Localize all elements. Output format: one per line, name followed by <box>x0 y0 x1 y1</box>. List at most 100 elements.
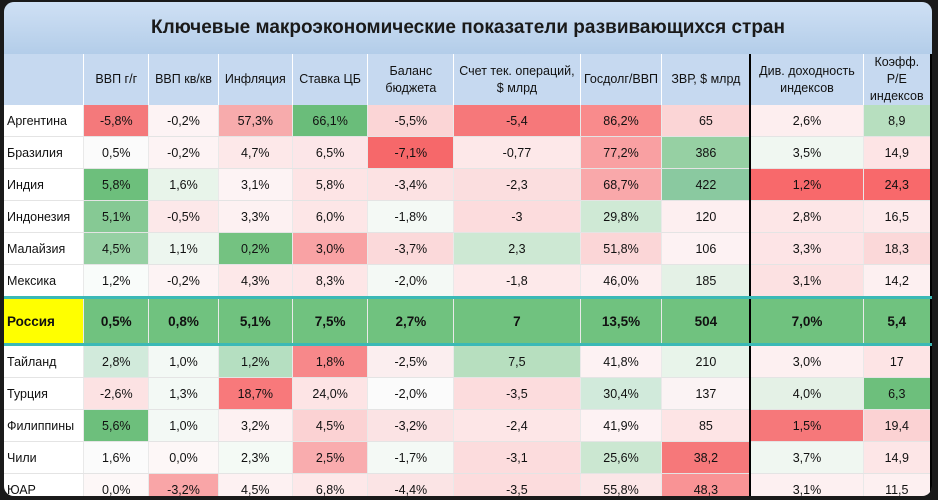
current-account-cell: -2,3 <box>453 168 581 201</box>
table-body: Аргентина -5,8% -0,2% 57,3% 66,1% -5,5% -5,4 86… <box>4 105 932 496</box>
current-account-cell: -3,5 <box>453 377 581 410</box>
public-debt-cell: 41,9% <box>580 409 663 442</box>
current-account-cell: -3,5 <box>453 473 581 496</box>
table-row: Филиппины 5,6% 1,0% 3,2% 4,5% -3,2% -2,4 41,9% 8… <box>4 409 932 442</box>
table-row: Россия 0,5% 0,8% 5,1% 7,5% 2,7% 7 13,5% 504 7,0% 5… <box>4 296 932 346</box>
inflation-cell: 0,2% <box>218 232 293 265</box>
public-debt-cell: 86,2% <box>580 105 663 137</box>
inflation-cell: 3,3% <box>218 200 293 233</box>
inflation-cell: 5,1% <box>218 296 293 346</box>
policy-rate-cell: 5,8% <box>292 168 369 201</box>
fx-reserves-cell: 422 <box>661 168 751 201</box>
budget-balance-cell: -2,0% <box>367 264 455 298</box>
table-row: ЮАР 0,0% -3,2% 4,5% 6,8% -4,4% -3,5 55,8% 48,3 3,… <box>4 473 932 496</box>
public-debt-cell: 46,0% <box>580 264 663 298</box>
budget-balance-cell: -3,7% <box>367 232 455 265</box>
country-cell: Мексика <box>4 264 85 298</box>
public-debt-cell: 77,2% <box>580 136 663 169</box>
policy-rate-cell: 8,3% <box>292 264 369 298</box>
gdp-qoq-cell: 1,3% <box>148 377 219 410</box>
current-account-header: Счет тек. операций, $ млрд <box>453 54 581 105</box>
title-bar: Ключевые макроэкономические показатели р… <box>4 2 932 54</box>
public-debt-cell: 51,8% <box>580 232 663 265</box>
gdp-qoq-cell: 1,1% <box>148 232 219 265</box>
policy-rate-cell: 7,5% <box>292 296 369 346</box>
gdp-qoq-cell: -0,2% <box>148 264 219 298</box>
fx-reserves-header: ЗВР, $ млрд <box>661 54 751 105</box>
dividend-yield-cell: 3,3% <box>749 232 864 265</box>
pe-ratio-cell: 6,3 <box>863 377 932 410</box>
pe-ratio-cell: 18,3 <box>863 232 932 265</box>
fx-reserves-cell: 185 <box>661 264 751 298</box>
dividend-yield-cell: 7,0% <box>749 296 864 346</box>
pe-ratio-cell: 8,9 <box>863 105 932 137</box>
table-row: Индия 5,8% 1,6% 3,1% 5,8% -3,4% -2,3 68,7% 422 1,… <box>4 168 932 201</box>
gdp-qoq-cell: 1,0% <box>148 409 219 442</box>
policy-rate-cell: 66,1% <box>292 105 369 137</box>
country-cell: Бразилия <box>4 136 85 169</box>
gdp-qoq-cell: -0,2% <box>148 105 219 137</box>
table-row: Бразилия 0,5% -0,2% 4,7% 6,5% -7,1% -0,77 77,2%… <box>4 136 932 169</box>
policy-rate-header: Ставка ЦБ <box>292 54 369 105</box>
budget-balance-cell: -7,1% <box>367 136 455 169</box>
policy-rate-cell: 6,8% <box>292 473 369 496</box>
gdp-yoy-cell: -2,6% <box>83 377 150 410</box>
gdp-qoq-cell: -0,2% <box>148 136 219 169</box>
budget-balance-cell: -2,5% <box>367 344 455 378</box>
current-account-cell: -0,77 <box>453 136 581 169</box>
policy-rate-cell: 24,0% <box>292 377 369 410</box>
inflation-cell: 4,3% <box>218 264 293 298</box>
fx-reserves-cell: 137 <box>661 377 751 410</box>
table-row: Мексика 1,2% -0,2% 4,3% 8,3% -2,0% -1,8 46,0% 18… <box>4 264 932 298</box>
current-account-cell: -3 <box>453 200 581 233</box>
inflation-header: Инфляция <box>218 54 293 105</box>
dividend-yield-cell: 3,1% <box>749 473 864 496</box>
inflation-cell: 57,3% <box>218 105 293 137</box>
gdp-yoy-cell: 5,8% <box>83 168 150 201</box>
public-debt-cell: 55,8% <box>580 473 663 496</box>
country-cell: ЮАР <box>4 473 85 496</box>
budget-balance-cell: -3,4% <box>367 168 455 201</box>
budget-balance-cell: -3,2% <box>367 409 455 442</box>
pe-ratio-cell: 14,9 <box>863 136 932 169</box>
fx-reserves-cell: 504 <box>661 296 751 346</box>
public-debt-cell: 30,4% <box>580 377 663 410</box>
gdp-qoq-cell: -3,2% <box>148 473 219 496</box>
dividend-yield-cell: 1,5% <box>749 409 864 442</box>
budget-balance-cell: -1,7% <box>367 441 455 474</box>
gdp-qoq-header: ВВП кв/кв <box>148 54 219 105</box>
inflation-cell: 1,2% <box>218 344 293 378</box>
country-cell: Аргентина <box>4 105 85 137</box>
budget-balance-header: Баланс бюджета <box>367 54 455 105</box>
public-debt-cell: 41,8% <box>580 344 663 378</box>
gdp-qoq-cell: 0,0% <box>148 441 219 474</box>
dividend-yield-cell: 3,7% <box>749 441 864 474</box>
inflation-cell: 3,1% <box>218 168 293 201</box>
dividend-yield-header: Див. доходность индексов <box>749 54 864 105</box>
dividend-yield-cell: 3,0% <box>749 344 864 378</box>
pe-ratio-cell: 14,2 <box>863 264 932 298</box>
gdp-qoq-cell: -0,5% <box>148 200 219 233</box>
dividend-yield-cell: 3,5% <box>749 136 864 169</box>
public-debt-cell: 29,8% <box>580 200 663 233</box>
public-debt-cell: 13,5% <box>580 296 663 346</box>
inflation-cell: 2,3% <box>218 441 293 474</box>
policy-rate-cell: 2,5% <box>292 441 369 474</box>
table-row: Малайзия 4,5% 1,1% 0,2% 3,0% -3,7% 2,3 51,8% 106… <box>4 232 932 265</box>
macro-indicators-table: ВВП г/г ВВП кв/кв Инфляция Ставка ЦБ Баланс … <box>4 54 932 496</box>
pe-ratio-cell: 24,3 <box>863 168 932 201</box>
policy-rate-cell: 4,5% <box>292 409 369 442</box>
current-account-cell: 7 <box>453 296 581 346</box>
policy-rate-cell: 3,0% <box>292 232 369 265</box>
gdp-yoy-cell: 0,5% <box>83 296 150 346</box>
gdp-qoq-cell: 1,6% <box>148 168 219 201</box>
budget-balance-cell: -1,8% <box>367 200 455 233</box>
budget-balance-cell: -4,4% <box>367 473 455 496</box>
gdp-qoq-cell: 0,8% <box>148 296 219 346</box>
current-account-cell: -1,8 <box>453 264 581 298</box>
gdp-yoy-cell: 2,8% <box>83 344 150 378</box>
policy-rate-cell: 6,5% <box>292 136 369 169</box>
pe-ratio-cell: 11,5 <box>863 473 932 496</box>
country-cell: Индия <box>4 168 85 201</box>
inflation-cell: 4,7% <box>218 136 293 169</box>
